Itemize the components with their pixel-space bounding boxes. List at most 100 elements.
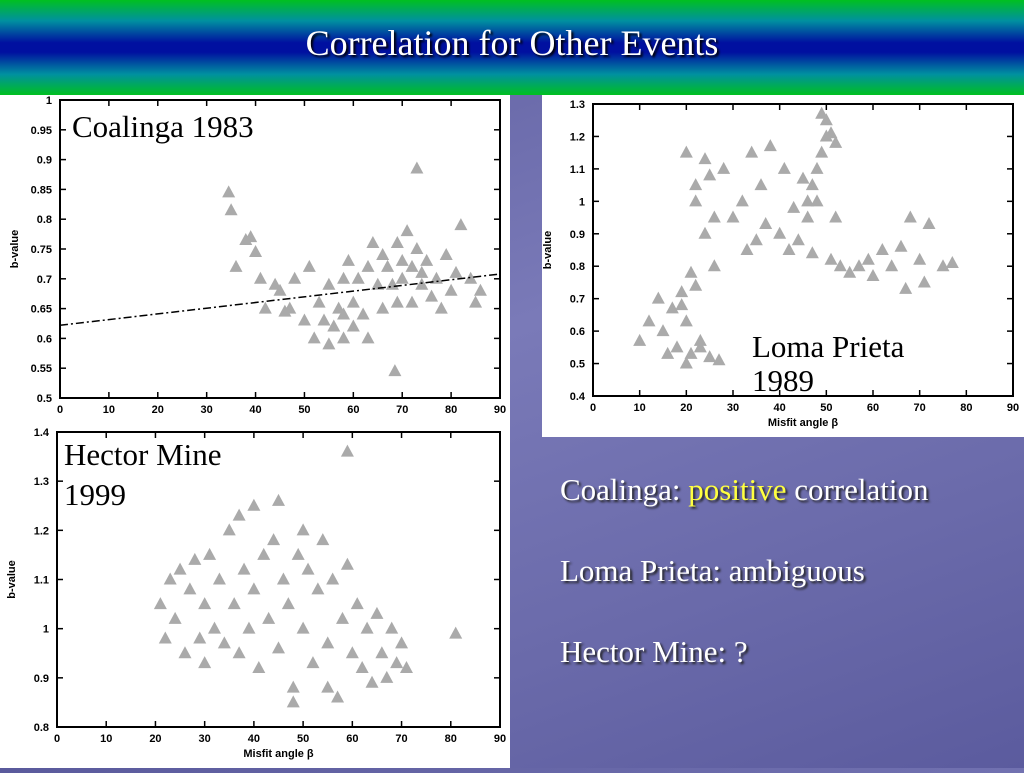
point bbox=[242, 621, 256, 634]
x-tick-label: 20 bbox=[149, 733, 161, 745]
y-tick-label: 0.8 bbox=[34, 722, 49, 734]
title-bar: Correlation for Other Events bbox=[0, 0, 1024, 95]
point bbox=[361, 259, 375, 272]
point bbox=[316, 533, 330, 546]
annotation: Loma Prieta bbox=[752, 329, 905, 364]
point bbox=[188, 552, 202, 565]
y-tick-label: 1 bbox=[579, 196, 585, 208]
point bbox=[341, 253, 355, 266]
point bbox=[296, 523, 310, 536]
x-tick-label: 0 bbox=[590, 402, 596, 414]
point bbox=[346, 319, 360, 332]
point bbox=[302, 259, 316, 272]
point bbox=[222, 523, 236, 536]
point bbox=[217, 636, 231, 649]
point bbox=[703, 168, 717, 181]
point bbox=[337, 331, 351, 344]
point bbox=[712, 353, 726, 366]
y-tick-label: 1.2 bbox=[34, 525, 49, 537]
point bbox=[203, 547, 217, 560]
point bbox=[805, 246, 819, 259]
point bbox=[875, 243, 889, 255]
point bbox=[337, 307, 351, 320]
x-tick-label: 20 bbox=[680, 402, 692, 414]
point bbox=[852, 259, 866, 272]
x-tick-label: 40 bbox=[774, 402, 786, 414]
plot-frame bbox=[592, 103, 1014, 397]
x-tick-label: 70 bbox=[914, 402, 926, 414]
point bbox=[810, 194, 824, 207]
y-tick-label: 0.8 bbox=[570, 261, 585, 273]
point bbox=[740, 243, 754, 255]
point bbox=[899, 281, 913, 294]
point bbox=[272, 641, 285, 654]
point bbox=[312, 295, 326, 308]
x-tick-label: 50 bbox=[820, 402, 832, 414]
point bbox=[651, 291, 665, 304]
point bbox=[824, 126, 838, 139]
point bbox=[351, 271, 365, 284]
point bbox=[340, 444, 354, 457]
point bbox=[153, 597, 167, 610]
point bbox=[754, 178, 768, 191]
point bbox=[415, 265, 429, 278]
y-tick-label: 0.85 bbox=[31, 184, 52, 196]
y-tick-label: 0.75 bbox=[31, 244, 52, 256]
point bbox=[689, 194, 703, 207]
point bbox=[276, 572, 290, 585]
point bbox=[661, 346, 675, 359]
point bbox=[400, 224, 414, 237]
x-tick-label: 30 bbox=[199, 733, 211, 745]
point bbox=[829, 135, 843, 148]
point bbox=[301, 562, 315, 575]
point bbox=[801, 194, 815, 207]
y-axis-label: b-value bbox=[542, 231, 554, 270]
x-tick-label: 0 bbox=[54, 733, 60, 745]
point bbox=[796, 171, 810, 184]
x-tick-label: 80 bbox=[960, 402, 972, 414]
point bbox=[360, 621, 374, 634]
point bbox=[212, 572, 226, 585]
trend-line bbox=[59, 273, 501, 327]
point bbox=[894, 239, 908, 252]
note: Loma Prieta: ambiguous bbox=[560, 553, 865, 588]
point bbox=[326, 572, 340, 585]
x-tick-label: 60 bbox=[867, 402, 879, 414]
point bbox=[945, 255, 959, 268]
point bbox=[782, 243, 796, 255]
point bbox=[810, 161, 824, 174]
x-tick-label: 80 bbox=[445, 733, 457, 745]
point bbox=[759, 217, 773, 230]
x-tick-label: 60 bbox=[347, 404, 359, 416]
point bbox=[745, 145, 759, 158]
point bbox=[390, 295, 404, 308]
point bbox=[178, 646, 192, 659]
point bbox=[224, 203, 238, 216]
point bbox=[267, 533, 281, 546]
point bbox=[340, 557, 354, 570]
y-tick-label: 0.95 bbox=[31, 125, 52, 137]
point bbox=[449, 265, 463, 278]
x-tick-label: 70 bbox=[396, 404, 408, 416]
point bbox=[365, 675, 379, 688]
y-tick-label: 0.8 bbox=[37, 214, 52, 226]
x-tick-label: 50 bbox=[297, 733, 309, 745]
point bbox=[829, 210, 843, 223]
point bbox=[375, 646, 389, 659]
y-tick-label: 0.7 bbox=[570, 294, 585, 306]
point bbox=[679, 314, 693, 327]
point bbox=[380, 670, 394, 683]
point bbox=[390, 236, 404, 249]
point bbox=[703, 350, 717, 363]
point bbox=[247, 498, 261, 511]
point bbox=[679, 145, 693, 158]
point bbox=[693, 333, 707, 346]
point bbox=[198, 656, 212, 669]
point bbox=[922, 217, 936, 230]
point bbox=[815, 145, 829, 158]
note-text: correlation bbox=[794, 472, 929, 507]
point bbox=[311, 582, 325, 595]
x-tick-label: 30 bbox=[201, 404, 213, 416]
point bbox=[257, 547, 271, 560]
